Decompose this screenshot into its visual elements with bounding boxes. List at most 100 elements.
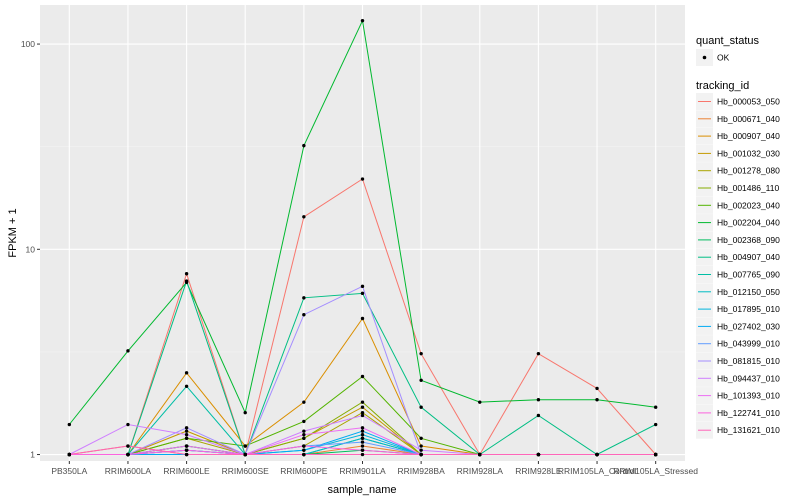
data-point (243, 444, 247, 448)
data-point (536, 351, 541, 356)
x-axis: PB350LA RRIM600LA RRIM600LE RRIM600SE RRIM60… (51, 461, 698, 476)
data-point (302, 429, 306, 433)
y-tick-label: 10 (26, 244, 36, 254)
data-point (419, 351, 423, 356)
data-point (360, 426, 365, 430)
data-point (302, 432, 306, 437)
data-point (419, 378, 423, 382)
data-point (302, 215, 306, 219)
data-point (184, 432, 189, 437)
x-tick-label: PB350LA (51, 466, 87, 476)
legend-status-title: quant_status (696, 35, 759, 47)
data-point (126, 452, 130, 457)
legend-label: Hb_101393_010 (717, 391, 780, 401)
data-point (478, 452, 482, 457)
legend-label: Hb_000671_040 (717, 114, 780, 124)
x-tick-label: RRIM105LA_Stressed (613, 466, 698, 476)
data-point (536, 397, 541, 402)
x-tick-label: RRIM600LE (163, 466, 210, 476)
legend-label: Hb_001032_030 (717, 148, 780, 158)
data-point (126, 422, 130, 427)
y-axis-title: FPKM + 1 (7, 208, 19, 257)
data-point (360, 452, 365, 457)
data-point (67, 452, 72, 457)
legend-label: Hb_043999_010 (717, 339, 780, 349)
data-point (184, 429, 189, 433)
legend-label: Hb_002204_040 (717, 218, 780, 228)
legend-tracking-title: tracking_id (696, 80, 749, 92)
data-point (184, 384, 189, 389)
data-point (184, 279, 189, 283)
y-axis: 1 10 100 (21, 39, 40, 460)
data-point (302, 448, 306, 452)
data-point (653, 422, 658, 427)
data-point (360, 410, 365, 415)
x-tick-label: RRIM928BA (398, 466, 446, 476)
data-point (419, 452, 423, 457)
data-point (478, 400, 482, 404)
legend-label: Hb_094437_010 (717, 373, 780, 383)
data-point (536, 413, 541, 418)
legend-label: Hb_007765_090 (717, 270, 780, 280)
legend-point (702, 55, 707, 60)
legend: quant_status OK tracking_id Hb_000053_05… (696, 35, 780, 439)
legend-label: Hb_000907_040 (717, 131, 780, 141)
data-point (419, 444, 423, 448)
legend-label: OK (717, 53, 730, 63)
data-point (302, 419, 306, 424)
data-point (184, 426, 189, 430)
legend-label: Hb_000053_050 (717, 97, 780, 107)
data-point (536, 452, 541, 457)
data-point (184, 436, 189, 440)
legend-label: Hb_131621_010 (717, 425, 780, 435)
legend-label: Hb_002368_090 (717, 235, 780, 245)
data-point (360, 413, 365, 418)
legend-label: Hb_122741_010 (717, 408, 780, 418)
legend-label: Hb_001278_080 (717, 166, 780, 176)
x-tick-label: RRIM600PE (280, 466, 328, 476)
data-point (243, 452, 247, 457)
legend-label: Hb_001486_110 (717, 183, 780, 193)
data-point (360, 316, 365, 321)
data-point (360, 436, 365, 440)
data-point (67, 422, 72, 427)
y-tick-label: 100 (21, 39, 35, 49)
data-point (302, 452, 306, 457)
data-point (302, 143, 306, 148)
data-point (360, 400, 365, 404)
data-point (302, 296, 306, 300)
data-point (360, 448, 365, 452)
data-point (360, 429, 365, 433)
data-point (595, 397, 599, 402)
legend-label: Hb_012150_050 (717, 287, 780, 297)
data-point (595, 452, 599, 457)
x-tick-label: RRIM928LE (515, 466, 562, 476)
data-point (302, 436, 306, 440)
data-point (360, 291, 365, 296)
x-axis-title: sample_name (327, 484, 396, 496)
data-point (302, 444, 306, 448)
data-points (67, 18, 658, 457)
data-point (243, 410, 247, 415)
data-point (184, 452, 189, 457)
y-tick-label: 1 (30, 450, 35, 460)
data-point (360, 374, 365, 379)
data-point (419, 436, 423, 440)
data-point (360, 284, 365, 289)
data-point (653, 405, 658, 409)
data-point (126, 349, 130, 353)
data-point (360, 405, 365, 409)
data-point (419, 448, 423, 452)
data-point (360, 432, 365, 437)
x-tick-label: RRIM901LA (339, 466, 386, 476)
data-point (360, 177, 365, 181)
data-point (653, 452, 658, 457)
data-point (360, 18, 365, 23)
data-point (419, 405, 423, 409)
data-point (184, 272, 189, 276)
x-tick-label: RRIM600LA (105, 466, 152, 476)
x-tick-label: RRIM600SE (222, 466, 270, 476)
legend-label: Hb_017895_010 (717, 304, 780, 314)
data-point (184, 444, 189, 448)
